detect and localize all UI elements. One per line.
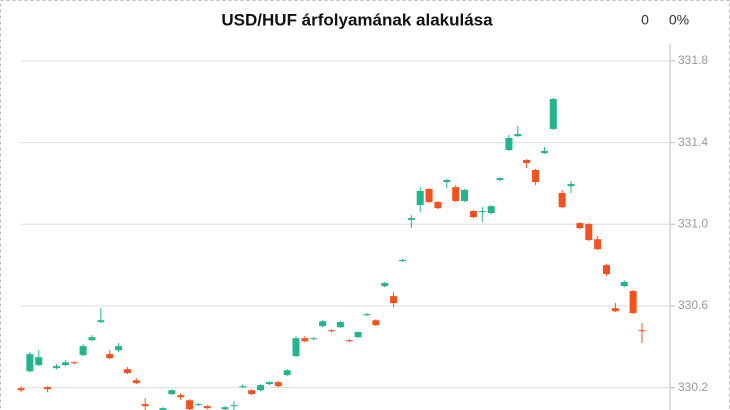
candle-body [194, 404, 202, 406]
candle-body [487, 206, 495, 214]
candle-body [469, 211, 477, 218]
candle-body [540, 151, 548, 154]
candle-body [274, 382, 282, 387]
candle-body [461, 190, 469, 202]
candle-body [345, 340, 353, 342]
candle-body [203, 406, 211, 409]
candle-body [88, 337, 96, 341]
candle-body [97, 320, 105, 323]
y-tick-label: 331.0 [678, 216, 708, 230]
candle-body [363, 314, 371, 316]
candle-body [576, 223, 584, 229]
y-tick-label: 331.8 [678, 53, 708, 67]
candle-body [336, 322, 344, 328]
candle-body [79, 346, 87, 356]
candle-body [390, 296, 398, 304]
change-value: 0 [641, 12, 649, 28]
candle-body [523, 159, 531, 164]
candle-body [611, 308, 619, 312]
candle-body [141, 404, 149, 407]
candle-body [496, 178, 504, 181]
candles [17, 97, 646, 410]
candle-body [132, 380, 140, 384]
change-percent: 0% [669, 12, 689, 28]
candle-body [381, 283, 389, 287]
candle-body [239, 386, 247, 388]
candle-body [434, 202, 442, 209]
candle-body [638, 330, 646, 332]
candle-body [35, 357, 43, 366]
candle-body [61, 362, 69, 366]
candle-body [265, 382, 273, 385]
y-tick-label: 330.2 [678, 380, 708, 394]
candle-body [620, 282, 628, 287]
candle-body [283, 370, 291, 376]
candle-body [603, 265, 611, 275]
candle-body [558, 193, 566, 208]
candle-body [372, 320, 380, 326]
candle-body [567, 184, 575, 187]
candle-body [407, 218, 415, 221]
candle-body [443, 180, 451, 183]
candle-body [532, 169, 540, 183]
candle-body [478, 211, 486, 213]
candle-body [52, 366, 60, 369]
candle-body [452, 187, 460, 202]
candle-body [230, 405, 238, 407]
candle-body [221, 407, 229, 410]
candle-body [505, 137, 513, 150]
candle-body [319, 321, 327, 327]
candle-body [549, 98, 557, 129]
candle-body [425, 188, 433, 203]
candle-body [248, 390, 256, 395]
candle-body [257, 385, 265, 391]
candle-body [328, 330, 335, 332]
candle-body [26, 354, 34, 372]
candle-body [70, 362, 78, 364]
candle-body [514, 134, 522, 137]
candle-body [594, 239, 602, 250]
candle-body [186, 400, 194, 410]
candle-body [354, 332, 362, 338]
candle-body [301, 338, 309, 342]
candle-body [123, 369, 131, 374]
chart-title: USD/HUF árfolyamának alakulása [221, 10, 493, 29]
candle-body [629, 291, 637, 314]
candle-body [310, 338, 318, 340]
y-tick-label: 331.4 [678, 135, 708, 149]
candle-body [398, 260, 406, 262]
candle-body [177, 395, 185, 398]
candle-body [44, 387, 52, 390]
candle-body [159, 408, 167, 410]
candle-body [416, 191, 424, 206]
candle-body [106, 354, 114, 359]
candle-body [115, 346, 123, 351]
candle-body [292, 338, 300, 357]
candle-body [585, 224, 593, 241]
candle-body [17, 388, 25, 391]
y-tick-label: 330.6 [678, 298, 708, 312]
candle-body [168, 390, 176, 395]
